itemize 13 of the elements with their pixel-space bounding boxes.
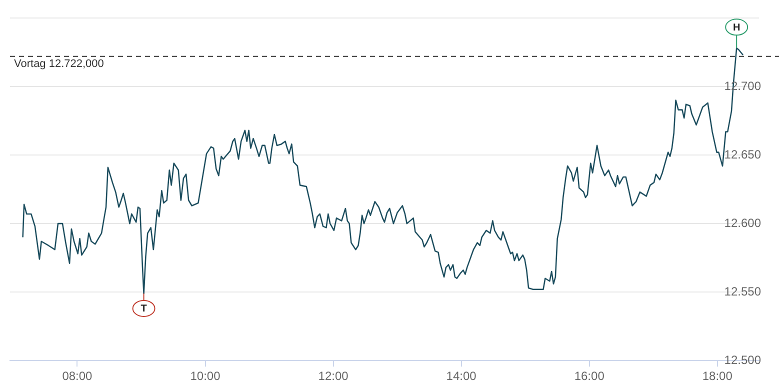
y-tick-label: 12.500 [724, 352, 762, 367]
x-tick-label: 10:00 [190, 369, 221, 384]
y-tick-label: 12.550 [724, 284, 762, 298]
y-tick-label: 12.600 [724, 216, 762, 230]
x-tick-label: 12:00 [318, 369, 349, 384]
ref-line-label: Vortag 12.722,000 [14, 58, 104, 70]
annotation: H [732, 22, 740, 34]
x-tick-label: 14:00 [446, 369, 477, 384]
y-tick-label: 12.650 [724, 147, 762, 162]
x-tick-label: 18:00 [702, 369, 733, 384]
x-tick-label: 08:00 [62, 369, 93, 384]
x-tick-label: 16:00 [574, 369, 605, 384]
annotation: T [140, 304, 147, 315]
